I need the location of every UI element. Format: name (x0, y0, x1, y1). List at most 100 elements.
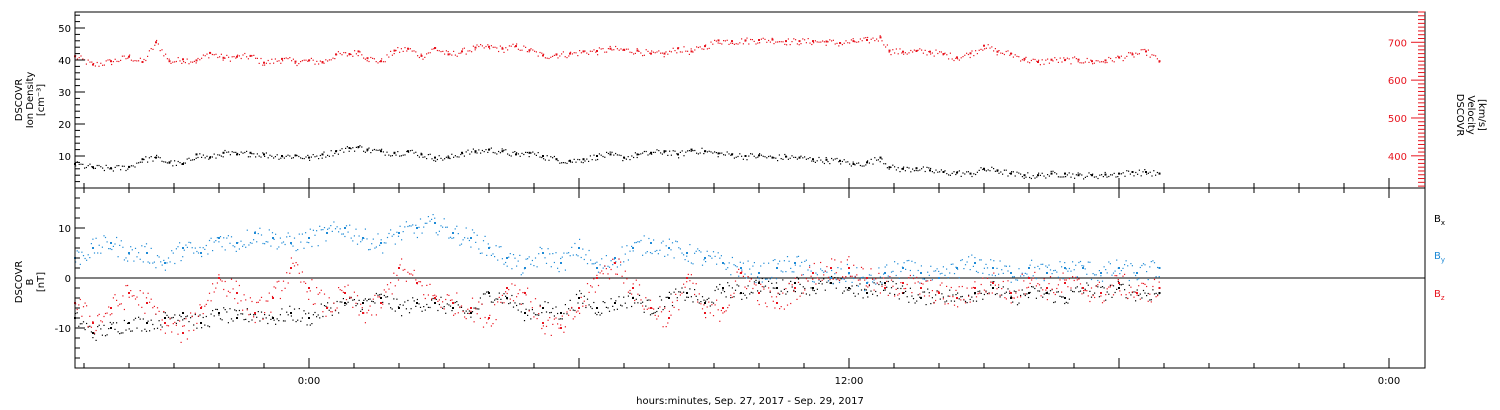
by-point (272, 237, 274, 239)
bz-dot (549, 317, 551, 319)
bx-dot (133, 319, 135, 321)
bz-dot (993, 272, 995, 274)
by-point (1010, 272, 1012, 274)
velocity-dot (1070, 63, 1072, 65)
by-dot (1016, 279, 1019, 281)
bz-dot (933, 302, 935, 304)
bx-dot (1141, 297, 1143, 299)
bx-dot (870, 290, 872, 292)
bz-point (146, 302, 148, 304)
ion-density-point (1064, 172, 1066, 175)
bz-dot (949, 295, 951, 297)
velocity-dot (498, 50, 500, 53)
velocity-dot (1066, 57, 1068, 59)
bz-dot (772, 300, 774, 302)
bx-dot (1005, 291, 1007, 293)
velocity-dot (328, 59, 330, 61)
bz-dot (889, 276, 891, 278)
bz-dot (281, 290, 283, 292)
by-dot (486, 254, 488, 256)
velocity-dot (490, 45, 492, 47)
velocity-dot (620, 48, 622, 50)
by-dot (508, 256, 510, 258)
velocity-dot (958, 59, 960, 61)
bz-dot (749, 280, 751, 282)
by-dot (1103, 266, 1105, 268)
bx-dot (368, 298, 370, 300)
ion-density-dot (80, 163, 82, 165)
velocity-dot (454, 54, 456, 56)
velocity-dot (606, 51, 608, 53)
ion-density-dot (273, 157, 275, 159)
ion-density-dot (678, 157, 680, 159)
bz-dot (796, 298, 798, 300)
bz-dot (342, 291, 344, 293)
ion-density-dot (258, 155, 260, 157)
bz-dot (478, 301, 480, 303)
ion-density-dot (1124, 175, 1126, 177)
ion-density-dot (841, 160, 843, 163)
bz-dot (267, 300, 269, 302)
ion-density-dot (143, 158, 145, 161)
bx-dot (585, 306, 587, 309)
ion-density-dot (913, 170, 915, 172)
bz-point (506, 287, 508, 289)
bx-dot (78, 325, 80, 327)
by-dot (492, 253, 494, 255)
velocity-dot (103, 64, 105, 66)
velocity-dot (445, 50, 447, 52)
bz-point (236, 292, 238, 294)
bx-dot (111, 323, 113, 325)
bx-dot (119, 333, 121, 335)
bx-dot (604, 302, 606, 304)
bx-dot (857, 293, 859, 295)
by-dot (692, 263, 694, 265)
bz-dot (705, 317, 707, 319)
by-dot (1059, 261, 1061, 263)
bx-point (686, 292, 688, 294)
by-dot (761, 281, 763, 283)
bz-dot (498, 296, 500, 298)
bz-dot (431, 298, 433, 300)
by-dot (175, 248, 177, 250)
bz-dot (637, 293, 639, 295)
by-dot (213, 241, 215, 243)
bx-dot (201, 327, 203, 329)
by-dot (273, 238, 275, 240)
ion-density-dot (341, 148, 343, 150)
bz-dot (1147, 300, 1149, 302)
ion-density-dot (375, 149, 377, 151)
by-dot (344, 235, 346, 238)
velocity-dot (1110, 57, 1112, 60)
velocity-dot (937, 52, 939, 55)
bz-point (92, 322, 94, 324)
by-dot (194, 247, 196, 249)
bx-dot (478, 308, 480, 310)
bx-dot (689, 288, 691, 290)
velocity-dot (298, 63, 300, 65)
bz-point (380, 302, 382, 304)
by-dot (95, 237, 97, 239)
velocity-dot (717, 42, 719, 44)
bx-dot (156, 327, 159, 329)
by-point (146, 252, 148, 254)
ion-density-dot (202, 154, 204, 156)
bz-dot (201, 306, 203, 308)
velocity-dot (829, 39, 831, 41)
velocity-dot (715, 40, 717, 42)
ion-density-dot (804, 156, 806, 158)
by-dot (544, 257, 546, 259)
ion-density-dot (778, 154, 780, 156)
velocity-dot (1101, 61, 1103, 63)
bx-point (992, 287, 994, 289)
ion-density-dot (964, 173, 966, 175)
bz-dot (835, 272, 837, 274)
velocity-dot (136, 60, 138, 62)
bx-dot (253, 314, 255, 316)
by-dot (358, 235, 360, 237)
velocity-dot (138, 60, 140, 62)
ion-density-dot (204, 157, 206, 159)
by-dot (557, 267, 559, 269)
bz-dot (89, 315, 91, 317)
